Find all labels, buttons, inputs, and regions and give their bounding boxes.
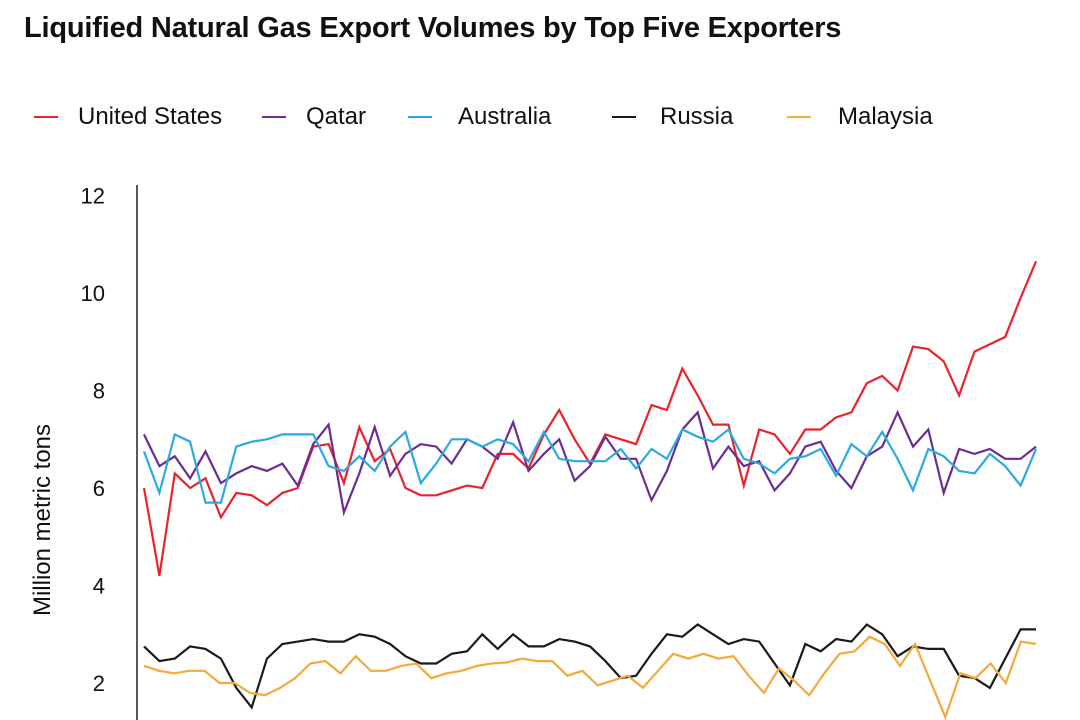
legend-swatch-qatar: [262, 116, 286, 118]
series-line-russia: [143, 623, 1036, 710]
legend-item-russia: Russia: [612, 103, 733, 131]
legend-item-malaysia: Malaysia: [787, 103, 933, 131]
series-line-qatar: [143, 409, 1037, 517]
series-line-australia: [142, 427, 1038, 504]
y-tick-label: 2: [93, 671, 105, 696]
y-tick-label: 12: [81, 184, 105, 209]
legend-label: Australia: [458, 103, 552, 130]
legend-label: Qatar: [306, 103, 367, 130]
legend-label: United States: [78, 103, 223, 130]
legend-label: Malaysia: [838, 103, 933, 130]
series-line-malaysia: [143, 635, 1037, 720]
y-tick-label: 4: [93, 574, 105, 599]
legend-label: Russia: [660, 103, 734, 130]
y-axis-label: Million metric tons: [29, 424, 56, 616]
legend-item-qatar: Qatar: [262, 103, 366, 131]
legend-swatch-malaysia: [787, 116, 811, 118]
legend-item-australia: Australia: [408, 103, 551, 131]
series-line-united-states: [142, 260, 1038, 576]
legend-swatch-russia: [612, 116, 636, 118]
legend-item-united-states: United States: [34, 103, 222, 131]
chart-title: Liquified Natural Gas Export Volumes by …: [24, 12, 842, 44]
legend-swatch-united-states: [34, 116, 58, 118]
y-tick-label: 6: [93, 476, 105, 501]
y-tick-label: 10: [81, 281, 105, 306]
y-tick-label: 8: [93, 379, 105, 404]
legend-swatch-australia: [408, 116, 432, 118]
